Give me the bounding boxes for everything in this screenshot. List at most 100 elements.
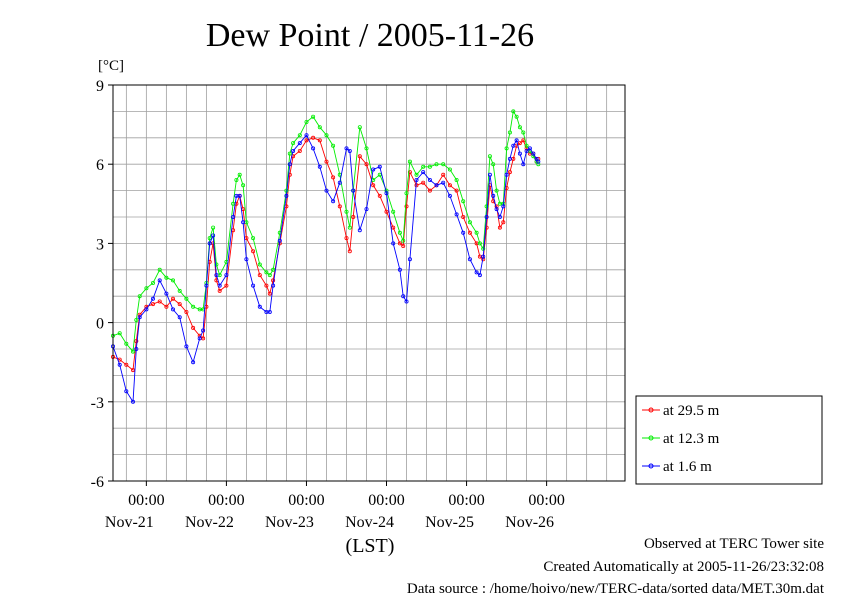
series-point (214, 262, 219, 267)
series-point (337, 180, 342, 185)
x-tick-date-label: Nov-26 (505, 514, 554, 531)
series-point (204, 283, 209, 288)
series-point (324, 133, 329, 138)
series-point (487, 154, 492, 159)
x-tick-date-label: Nov-24 (345, 514, 394, 531)
series-point (531, 151, 536, 156)
legend-marker (648, 463, 654, 469)
series-point (497, 225, 502, 230)
series-point (267, 309, 272, 314)
series-point (357, 154, 362, 159)
series-2 (111, 109, 541, 354)
series-point (277, 238, 282, 243)
series-point (517, 141, 522, 146)
footer-source: Data source : /home/hoivo/new/TERC-data/… (406, 581, 824, 597)
series-point (224, 283, 229, 288)
series-point (414, 172, 419, 177)
y-axis-unit-label: [°C] (98, 58, 124, 74)
series-point (534, 156, 539, 161)
series-point (447, 183, 452, 188)
series-point (347, 225, 352, 230)
series-line (112, 134, 539, 404)
y-tick-label: 6 (96, 157, 104, 174)
series-point (351, 214, 356, 219)
series-point (324, 159, 329, 164)
series-point (201, 328, 206, 333)
series-point (414, 177, 419, 182)
series-point (271, 267, 276, 272)
series-point (524, 148, 529, 153)
series-point (344, 236, 349, 241)
series-point (467, 220, 472, 225)
x-tick-time-label: 00:00 (528, 492, 564, 509)
series-point (511, 143, 516, 148)
series-point (264, 283, 269, 288)
series-point (371, 183, 376, 188)
series-point (257, 262, 262, 267)
series-point (217, 283, 222, 288)
series-point (404, 191, 409, 196)
series-point (144, 286, 149, 291)
series-point (527, 146, 532, 151)
series-point (164, 291, 169, 296)
series-point (514, 138, 519, 143)
series-point (304, 120, 309, 125)
series-point (364, 162, 369, 167)
series-point (407, 159, 412, 164)
series-point (134, 339, 139, 344)
series-point (421, 180, 426, 185)
series-point (304, 138, 309, 143)
series-point (517, 125, 522, 130)
series-point (271, 283, 276, 288)
series-point (287, 162, 292, 167)
series-point (177, 315, 182, 320)
series-point (257, 273, 262, 278)
series-point (504, 146, 509, 151)
series-point (137, 312, 142, 317)
series-point (317, 164, 322, 169)
series-point (384, 209, 389, 214)
footer-created: Created Automatically at 2005-11-26/23:3… (543, 559, 824, 575)
series-point (404, 299, 409, 304)
series-point (157, 299, 162, 304)
series-point (344, 146, 349, 151)
legend-box (635, 395, 823, 485)
series-point (407, 170, 412, 175)
series-point (134, 317, 139, 322)
series-point (494, 207, 499, 212)
series-point (237, 172, 242, 177)
x-tick-time-label: 00:00 (368, 492, 404, 509)
series-point (331, 199, 336, 204)
series-point (137, 315, 142, 320)
series-3 (111, 133, 541, 404)
series-point (507, 170, 512, 175)
series-point (507, 130, 512, 135)
series-point (477, 241, 482, 246)
series-point (184, 296, 189, 301)
series-point (484, 214, 489, 219)
series-point (447, 167, 452, 172)
series-point (144, 307, 149, 312)
series-point (507, 156, 512, 161)
series-point (124, 341, 129, 346)
series-point (481, 254, 486, 259)
series-point (404, 204, 409, 209)
x-axis-ticks: 00:00 Nov-21 00:00 Nov-22 00:00 Nov-23 00:00 No… (105, 481, 565, 531)
series-point (427, 177, 432, 182)
series-point (501, 220, 506, 225)
series-point (481, 246, 486, 251)
series-point (137, 294, 142, 299)
series-point (224, 273, 229, 278)
plot-frame (112, 84, 626, 482)
series-point (344, 209, 349, 214)
series-point (231, 201, 236, 206)
y-tick-label: 9 (96, 78, 104, 95)
series-point (521, 130, 526, 135)
series-point (401, 243, 406, 248)
series-point (217, 288, 222, 293)
series-point (401, 238, 406, 243)
y-tick-label: -6 (91, 474, 104, 491)
series-point (391, 209, 396, 214)
series-point (134, 346, 139, 351)
series-point (241, 183, 246, 188)
